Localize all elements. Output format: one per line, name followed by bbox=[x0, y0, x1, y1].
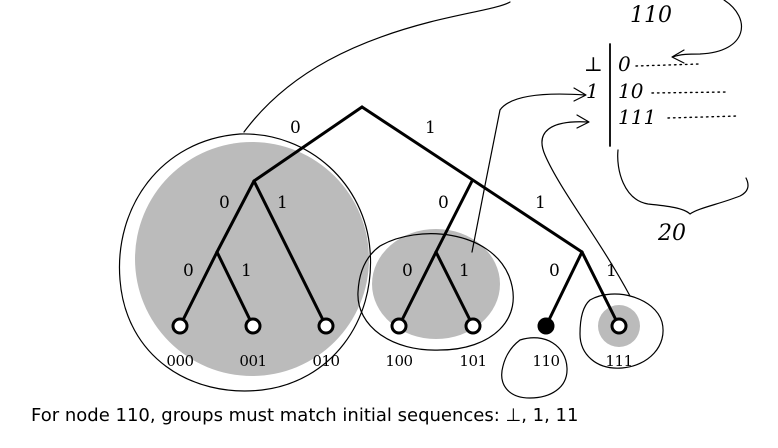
group-111-outline bbox=[579, 293, 664, 369]
leaf-label-100: 100 bbox=[385, 352, 412, 370]
sequence-marker-2: 1 bbox=[586, 79, 599, 103]
leaf-node-110-highlighted bbox=[537, 317, 555, 335]
leaf-node-111 bbox=[610, 317, 628, 335]
sequence-marker-1: ⊥ bbox=[584, 52, 603, 76]
edge-10-101 bbox=[434, 250, 475, 328]
edge-00-000 bbox=[178, 250, 219, 328]
handwritten-top-label: 110 bbox=[630, 3, 672, 28]
leaf-label-000: 000 bbox=[166, 352, 193, 370]
edge-label-n10-left: 0 bbox=[402, 261, 413, 281]
group-110-outline bbox=[501, 337, 568, 399]
leaf-label-001: 001 bbox=[239, 352, 266, 370]
sequence-dots-2 bbox=[651, 91, 729, 94]
edge-10-100 bbox=[397, 250, 438, 328]
edge-label-n1-left: 0 bbox=[438, 193, 449, 213]
edge-00-001 bbox=[215, 250, 255, 328]
leaf-label-101: 101 bbox=[459, 352, 486, 370]
sequence-value-3: 111 bbox=[618, 105, 656, 129]
sequence-value-1: 0 bbox=[618, 52, 631, 76]
group-0-outline bbox=[118, 133, 372, 392]
leaf-label-111: 111 bbox=[605, 352, 632, 370]
arrowhead-curly bbox=[671, 49, 685, 64]
group-10-shading bbox=[372, 229, 500, 339]
arrowhead-group-10 bbox=[573, 87, 587, 102]
leaf-node-100 bbox=[390, 317, 408, 335]
leaf-node-000 bbox=[171, 317, 189, 335]
sequence-dots-3 bbox=[667, 115, 739, 119]
edge-label-n00-left: 0 bbox=[183, 261, 194, 281]
edge-label-n11-left: 0 bbox=[549, 261, 560, 281]
edge-label-n00-right: 1 bbox=[241, 261, 252, 281]
edge-label-n1-right: 1 bbox=[535, 193, 546, 213]
edge-root-0 bbox=[252, 105, 364, 183]
leaf-node-101 bbox=[464, 317, 482, 335]
arrow-group-10 bbox=[471, 93, 586, 253]
leaf-node-010 bbox=[317, 317, 335, 335]
curly-arrow-top bbox=[672, 0, 742, 58]
group-10-outline bbox=[357, 233, 514, 351]
edge-label-root-right: 1 bbox=[425, 118, 436, 138]
edge-11-111 bbox=[580, 250, 621, 328]
handwritten-count: 20 bbox=[657, 221, 686, 246]
edge-label-n0-left: 0 bbox=[219, 193, 230, 213]
tree-edges bbox=[178, 105, 621, 328]
edge-1-10 bbox=[434, 179, 474, 254]
edge-label-n0-right: 1 bbox=[277, 193, 288, 213]
leaf-label-110: 110 bbox=[532, 352, 559, 370]
leaf-node-001 bbox=[244, 317, 262, 335]
handwritten-brace bbox=[617, 149, 749, 215]
sequence-dots-1 bbox=[635, 63, 701, 67]
arrow-group-111 bbox=[541, 121, 631, 297]
caption-text: For node 110, groups must match initial … bbox=[31, 405, 579, 426]
group-0-shading bbox=[135, 142, 369, 376]
arrowhead-group-111 bbox=[576, 114, 590, 129]
edge-label-root-left: 0 bbox=[290, 118, 301, 138]
edge-label-n11-right: 1 bbox=[606, 261, 617, 281]
edge-0-010 bbox=[252, 179, 328, 328]
edge-11-110 bbox=[544, 250, 584, 328]
arrow-group-0 bbox=[243, 1, 511, 133]
edge-0-00 bbox=[215, 179, 256, 254]
leaf-label-010: 010 bbox=[312, 352, 339, 370]
edge-label-n10-right: 1 bbox=[459, 261, 470, 281]
sequence-value-2: 10 bbox=[618, 79, 644, 103]
